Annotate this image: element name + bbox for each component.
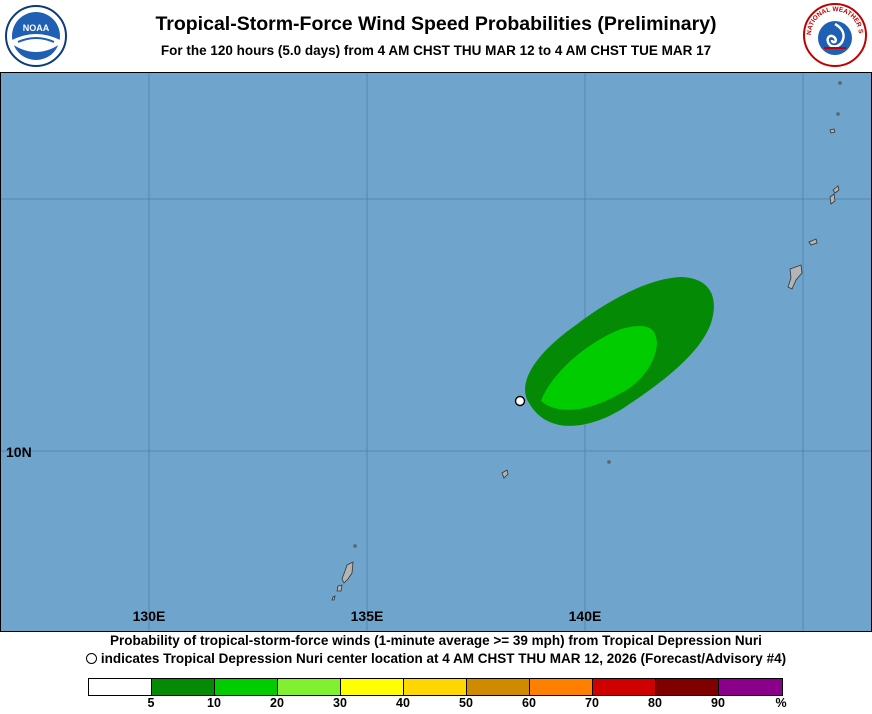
nws-logo: NATIONAL WEATHER SERVICE [802,2,867,67]
map-grid [1,73,871,631]
legend-label: 5 [147,696,155,710]
islands [331,81,842,601]
footer-center-note: indicates Tropical Depression Nuri cente… [0,651,872,666]
island-ulithi [501,469,509,479]
legend-label: 10 [207,696,221,710]
island-guam [787,264,803,290]
storm-center-marker [514,395,526,407]
legend-swatch [467,679,530,695]
legend-swatch [215,679,278,695]
lon-label-135e: 135E [351,608,384,624]
legend-swatch [404,679,467,695]
legend-label: 50 [459,696,473,710]
legend-label: 30 [333,696,347,710]
footer-description: Probability of tropical-storm-force wind… [110,633,762,648]
island-north-1 [836,112,840,116]
legend-label: 20 [270,696,284,710]
island-palau-2 [336,584,343,592]
legend-swatch [593,679,656,695]
page-subtitle: For the 120 hours (5.0 days) from 4 AM C… [160,43,712,58]
lon-label-140e: 140E [569,608,602,624]
legend-label: 40 [396,696,410,710]
island-saipan [832,185,840,194]
legend-label: % [775,696,787,710]
legend-swatch [152,679,215,695]
legend-swatch [719,679,782,695]
legend-swatch [278,679,341,695]
legend-swatch [89,679,152,695]
noaa-logo-text: NOAA [23,23,50,33]
map-canvas: 130E 135E 140E 10N [1,73,871,631]
legend-label: 70 [585,696,599,710]
island-rota [808,238,818,246]
probability-area-10-20 [541,325,657,410]
legend-swatch [341,679,404,695]
legend-swatch [530,679,593,695]
noaa-logo: NOAA [5,5,67,67]
footer: Probability of tropical-storm-force wind… [0,632,872,714]
header: NOAA Tropical-Storm-Force Wind Speed Pro… [0,0,872,72]
legend-label: 80 [648,696,662,710]
legend-label: 60 [522,696,536,710]
island-palau [341,561,354,584]
legend-label: 90 [711,696,725,710]
lat-label-10n: 10N [6,444,32,460]
probability-legend [88,678,783,696]
page-title: Tropical-Storm-Force Wind Speed Probabil… [155,13,717,35]
island-anatahan [829,128,836,134]
storm-marker-icon [85,653,97,664]
island-palau-3 [331,595,336,601]
footer-center-text: indicates Tropical Depression Nuri cente… [100,651,787,666]
island-palau-4 [353,544,357,548]
island-yap-dot [607,460,611,464]
island-tinian [829,193,836,205]
island-north-2 [838,81,842,85]
map-panel: 130E 135E 140E 10N [0,72,872,632]
lon-label-130e: 130E [133,608,166,624]
legend-swatch [656,679,719,695]
